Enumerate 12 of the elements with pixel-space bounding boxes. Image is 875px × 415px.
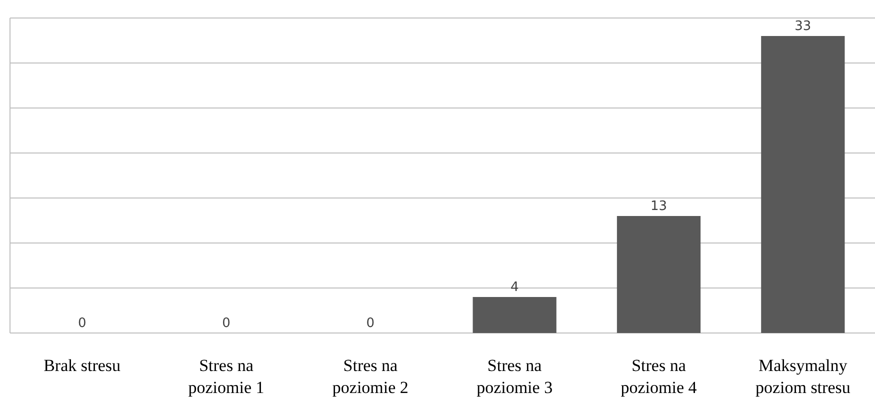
x-tick-label: Maksymalny poziom stresu xyxy=(755,356,851,397)
x-tick-label: Brak stresu xyxy=(44,356,122,375)
data-label: 33 xyxy=(794,19,812,34)
data-label: 0 xyxy=(78,316,86,331)
data-label: 13 xyxy=(650,199,668,214)
x-tick-label: Stres na poziomie 2 xyxy=(332,356,408,397)
data-label: 0 xyxy=(366,316,375,331)
data-label: 4 xyxy=(510,280,519,295)
data-label: 0 xyxy=(222,316,230,331)
x-tick-label: Stres na poziomie 3 xyxy=(476,356,553,397)
x-tick-label: Stres na poziomie 4 xyxy=(620,356,698,397)
x-tick-label: Stres na poziomie 1 xyxy=(188,356,264,397)
